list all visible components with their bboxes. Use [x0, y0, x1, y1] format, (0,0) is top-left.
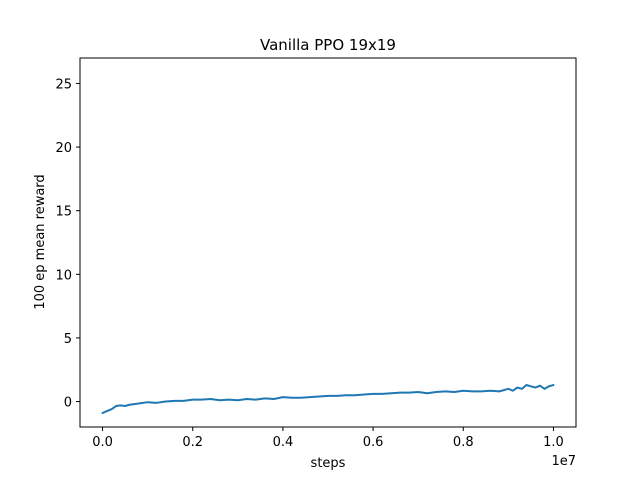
- series-layer: [101, 384, 555, 414]
- y-tick-label: 15: [55, 205, 72, 220]
- x-axis: 0.0 0.2 0.4 0.6 0.8 1.0: [92, 427, 564, 450]
- series-line: [101, 384, 555, 414]
- x-tick-label: 0.4: [273, 435, 294, 450]
- x-tick-label: 0.0: [92, 435, 113, 450]
- y-axis-label: 100 ep mean reward: [33, 174, 48, 309]
- x-tick-label: 1.0: [543, 435, 564, 450]
- y-tick-label: 20: [55, 141, 72, 156]
- y-axis: 0 5 10 15 20 25: [55, 77, 80, 411]
- y-tick-label: 10: [55, 268, 72, 283]
- x-tick-label: 0.8: [453, 435, 474, 450]
- y-tick-label: 0: [64, 396, 72, 411]
- x-tick-label: 0.6: [363, 435, 384, 450]
- y-tick-label: 25: [55, 77, 72, 92]
- y-tick-label: 5: [64, 332, 72, 347]
- x-axis-label: steps: [311, 456, 346, 471]
- x-tick-label: 0.2: [182, 435, 203, 450]
- chart-title: Vanilla PPO 19x19: [260, 36, 396, 54]
- x-offset-label: 1e7: [551, 454, 576, 469]
- plot-frame: [79, 57, 577, 428]
